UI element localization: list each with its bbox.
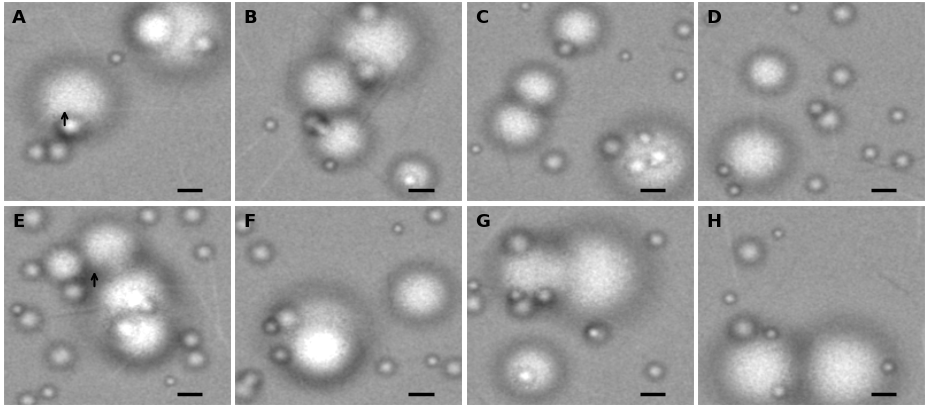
Text: D: D [705,9,720,27]
Text: A: A [12,9,26,27]
Text: G: G [474,212,489,230]
Text: F: F [243,212,255,230]
Text: H: H [705,212,720,230]
Text: E: E [12,212,24,230]
Text: C: C [474,9,487,27]
Text: B: B [243,9,257,27]
